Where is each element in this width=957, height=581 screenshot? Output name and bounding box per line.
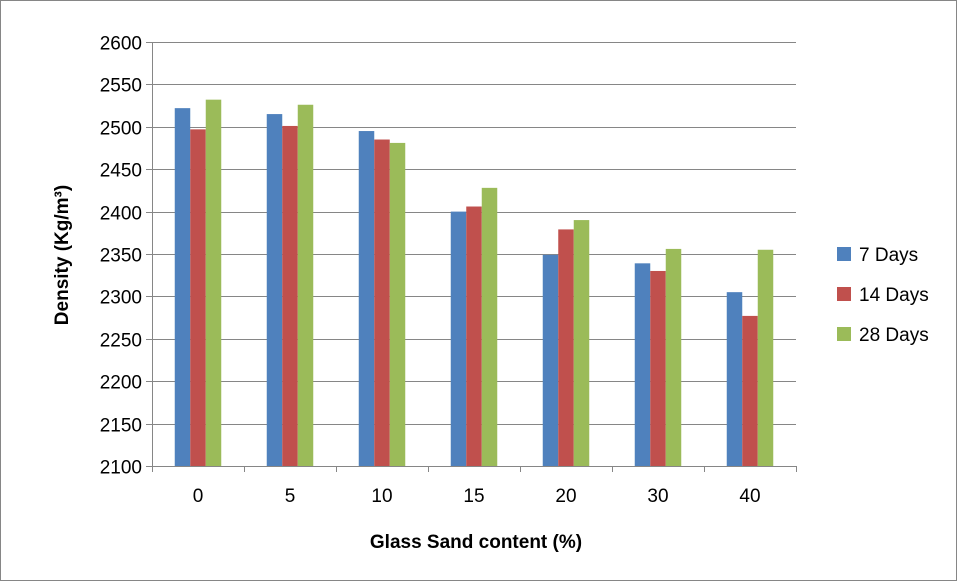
bar-7-days-10 — [358, 131, 375, 467]
x-tick-label: 30 — [647, 486, 668, 507]
bar-28-days-40 — [757, 249, 774, 466]
bar-28-days-20 — [573, 220, 590, 466]
bar-14-days-20 — [558, 229, 574, 466]
x-tick-label: 0 — [193, 486, 204, 507]
bar-28-days-10 — [389, 142, 406, 467]
x-tick-labels: 0 5 10 15 20 30 40 — [193, 486, 761, 507]
y-tick-label: 2550 — [100, 76, 142, 97]
x-tick-label: 40 — [739, 486, 760, 507]
bar-14-days-15 — [466, 206, 482, 466]
y-axis-title: Density (Kg/m³) — [52, 185, 73, 325]
bar-7-days-20 — [542, 254, 559, 466]
y-tick-label: 2250 — [100, 331, 142, 352]
y-tick-label: 2100 — [100, 458, 142, 479]
legend: 7 Days 14 Days 28 Days — [837, 245, 929, 346]
x-tick-label: 15 — [463, 486, 484, 507]
bar-7-days-40 — [726, 292, 743, 466]
bar-28-days-30 — [665, 248, 682, 466]
bar-28-days-15 — [481, 187, 498, 466]
legend-swatch — [837, 247, 851, 261]
y-tick-label: 2200 — [100, 373, 142, 394]
y-tick-label: 2400 — [100, 204, 142, 225]
legend-swatch — [837, 327, 851, 341]
bar-14-days-10 — [374, 139, 390, 466]
y-tick-label: 2150 — [100, 416, 142, 437]
y-tick-label: 2500 — [100, 119, 142, 140]
x-tick-label: 5 — [285, 486, 296, 507]
bar-7-days-0 — [174, 108, 191, 467]
y-tick-label: 2300 — [100, 288, 142, 309]
bar-14-days-40 — [742, 315, 758, 466]
bar-14-days-30 — [650, 270, 666, 466]
legend-label: 28 Days — [859, 325, 929, 346]
bar-28-days-0 — [205, 99, 222, 466]
x-axis-title: Glass Sand content (%) — [370, 532, 582, 553]
bar-7-days-15 — [450, 211, 467, 466]
bar-7-days-5 — [266, 114, 283, 466]
bar-14-days-5 — [282, 125, 298, 467]
x-tick-label: 10 — [371, 486, 392, 507]
x-tick-label: 20 — [555, 486, 576, 507]
y-tick-labels: 2100 2150 2200 2250 2300 2350 2400 2450 2500 2550… — [100, 34, 142, 479]
y-tick-label: 2450 — [100, 161, 142, 182]
legend-swatch — [837, 287, 851, 301]
y-tick-label: 2350 — [100, 246, 142, 267]
bar-28-days-5 — [297, 104, 314, 466]
legend-label: 14 Days — [859, 285, 929, 306]
y-tick-label: 2600 — [100, 34, 142, 55]
bars — [174, 99, 774, 467]
legend-label: 7 Days — [859, 245, 918, 266]
axes — [152, 42, 797, 472]
bar-14-days-0 — [190, 129, 206, 466]
bar-7-days-30 — [634, 263, 651, 466]
